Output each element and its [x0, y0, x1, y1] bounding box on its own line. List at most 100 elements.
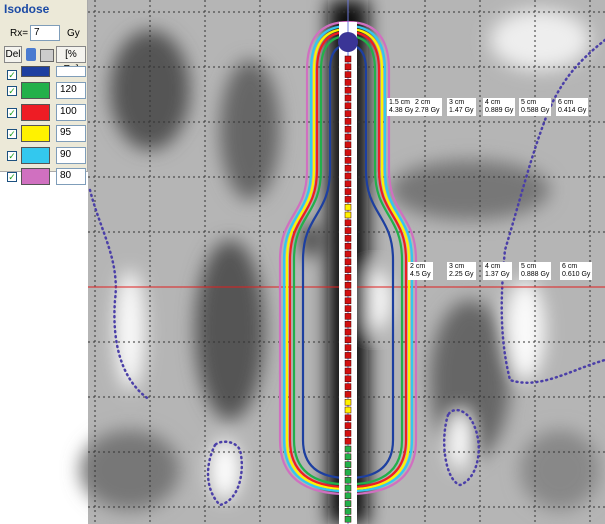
level-checkbox[interactable]: ✓ [7, 129, 17, 139]
dwell-position [344, 430, 352, 437]
level-swatch[interactable] [21, 125, 50, 142]
dwell-position [344, 391, 352, 398]
dwell-position [344, 79, 352, 86]
dwell-position [344, 328, 352, 336]
level-value[interactable] [56, 66, 86, 77]
percent-rx-button[interactable]: [% Rx] [56, 46, 86, 75]
dwell-position [344, 281, 352, 289]
dwell-position [344, 461, 352, 468]
dose: 0.889 Gy [485, 107, 514, 114]
dwell-position [344, 500, 352, 507]
dose: 0.588 Gy [521, 107, 550, 114]
level-checkbox[interactable]: ✓ [7, 70, 17, 80]
dwell-position [344, 172, 352, 180]
level-checkbox[interactable]: ✓ [7, 86, 17, 96]
dose-label: 2 cm 2.78 Gy [413, 98, 442, 116]
source-positions [344, 55, 352, 523]
dwell-position [344, 118, 352, 125]
dwell-position [344, 125, 352, 133]
dose-label: 5 cm 0.888 Gy [519, 262, 552, 280]
dose: 2.78 Gy [415, 107, 440, 114]
dwell-position [344, 508, 352, 515]
dose: 0.888 Gy [521, 271, 550, 278]
dose: 1.37 Gy [485, 271, 510, 278]
dwell-position [344, 71, 352, 78]
isodose-panel: Isodose Rx= 7 Gy Del [% Rx] ✓ ✓ 120 ✓ 100 ✓ 9… [0, 0, 88, 185]
dwell-position [344, 102, 352, 110]
delete-button[interactable]: Del [4, 46, 22, 63]
level-value[interactable]: 100 [56, 103, 86, 121]
dwell-position [344, 406, 352, 414]
distance: 4 cm [485, 99, 501, 106]
dwell-position [344, 235, 352, 242]
dwell-position [344, 320, 352, 328]
level-swatch[interactable] [21, 66, 50, 77]
dwell-position [344, 266, 352, 273]
tool-icon[interactable] [26, 48, 36, 61]
dose: 0.414 Gy [558, 107, 587, 114]
level-value[interactable]: 95 [56, 125, 86, 142]
dwell-position [344, 375, 352, 383]
print-icon[interactable] [40, 49, 54, 62]
level-checkbox[interactable]: ✓ [7, 150, 17, 161]
dwell-position [344, 313, 352, 320]
dwell-position [344, 274, 352, 281]
dwell-position [344, 141, 352, 149]
dose: 2.25 Gy [449, 271, 474, 278]
dwell-position [344, 180, 352, 188]
dose-label: 2 cm 4.5 Gy [408, 262, 433, 280]
dwell-position [344, 367, 352, 375]
dwell-position [344, 359, 352, 367]
dwell-position [344, 469, 352, 476]
level-swatch[interactable] [21, 168, 50, 185]
rx-unit: Gy [67, 28, 80, 39]
distance: 5 cm [521, 263, 537, 270]
level-swatch[interactable] [21, 146, 50, 164]
level-swatch[interactable] [21, 82, 50, 99]
dwell-position [344, 445, 352, 453]
distance: 5 cm [521, 99, 537, 106]
dose: 4.5 Gy [410, 271, 431, 278]
dwell-position [344, 242, 352, 250]
level-value[interactable]: 80 [56, 168, 86, 185]
dwell-position [344, 63, 352, 71]
dwell-position [344, 258, 352, 266]
dose: 1.47 Gy [449, 107, 474, 114]
distance: 4 cm [485, 263, 501, 270]
distance: 2 cm [415, 99, 431, 106]
dwell-position [344, 133, 352, 141]
dwell-position [344, 227, 352, 234]
dwell-position [344, 336, 352, 344]
dose: 4.38 Gy [389, 107, 414, 114]
distance: 1.5 cm [389, 99, 411, 106]
dwell-position [344, 86, 352, 94]
dose-label: 3 cm 1.47 Gy [447, 98, 476, 116]
dwell-position [344, 484, 352, 492]
dose-label: 6 cm 0.414 Gy [556, 98, 589, 116]
dwell-position [344, 196, 352, 203]
dwell-position [344, 344, 352, 351]
dose-label: 5 cm 0.588 Gy [519, 98, 552, 116]
dwell-position [344, 157, 352, 164]
level-checkbox[interactable]: ✓ [7, 172, 17, 182]
level-checkbox[interactable]: ✓ [7, 107, 17, 118]
panel-title: Isodose [4, 2, 50, 16]
level-value[interactable]: 120 [56, 82, 86, 99]
level-value[interactable]: 90 [56, 146, 86, 164]
level-swatch[interactable] [21, 103, 50, 121]
dose-label: 4 cm 0.889 Gy [483, 98, 516, 116]
rx-input[interactable]: 7 [30, 25, 60, 41]
applicator-tip [338, 32, 358, 52]
distance: 6 cm [558, 99, 574, 106]
dose-label: 4 cm 1.37 Gy [483, 262, 512, 280]
dwell-position [344, 250, 352, 258]
dwell-position [344, 437, 352, 445]
rx-label: Rx= [10, 28, 29, 39]
isodose-line [288, 30, 408, 489]
dwell-position [344, 297, 352, 305]
structure-contour [88, 38, 605, 507]
dwell-position [344, 305, 352, 312]
dwell-position [344, 203, 352, 211]
